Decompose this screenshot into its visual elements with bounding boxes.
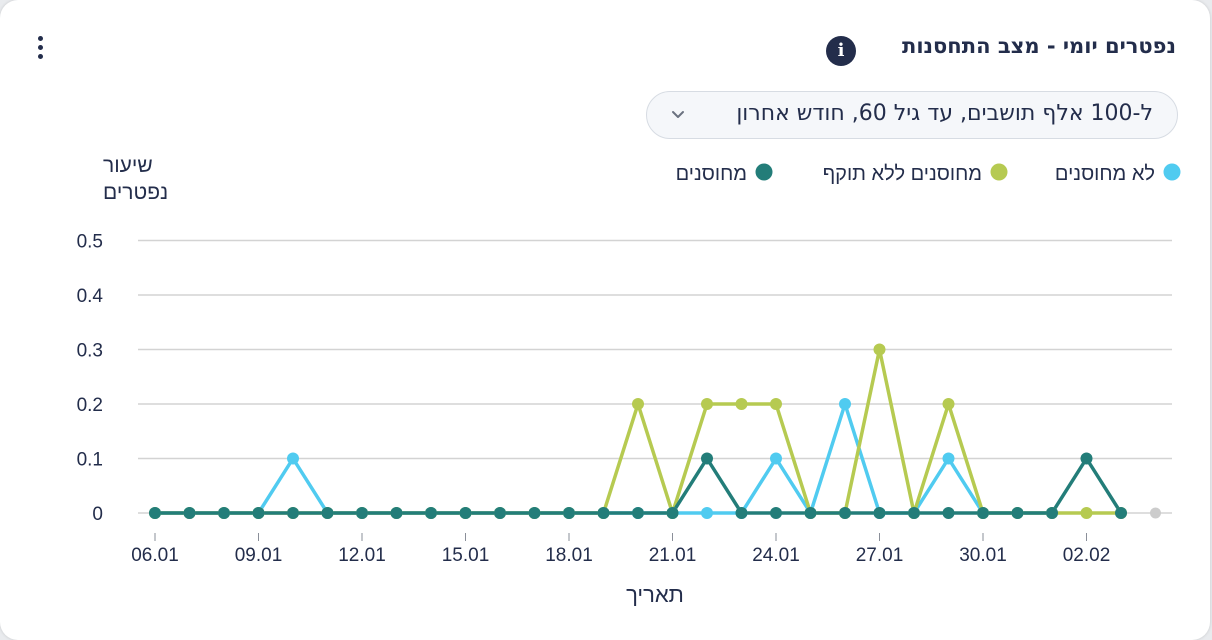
x-tick-label: 27.01 (856, 545, 904, 566)
x-tick-label: 09.01 (235, 545, 283, 566)
data-point-expired[interactable] (942, 398, 955, 410)
data-point-vaccinated[interactable] (735, 507, 748, 519)
y-axis-label: נפטרים (103, 181, 168, 204)
data-point-vaccinated[interactable] (528, 507, 541, 519)
data-point-vaccinated[interactable] (494, 507, 506, 519)
data-point-expired[interactable] (873, 343, 886, 356)
y-tick-label: 0 (92, 504, 103, 525)
y-tick-label: 0.1 (77, 450, 103, 471)
y-axis-label: שיעור (103, 154, 153, 177)
data-point-vaccinated[interactable] (459, 507, 472, 519)
data-point-vaccinated[interactable] (356, 507, 368, 519)
legend-marker-expired (990, 163, 1008, 181)
data-point-vaccinated[interactable] (321, 507, 334, 519)
data-point-vaccinated[interactable] (287, 507, 299, 519)
legend-marker-not_vaccinated (1163, 163, 1181, 181)
data-point-vaccinated[interactable] (563, 507, 575, 519)
data-point-vaccinated[interactable] (183, 507, 196, 519)
data-point-vaccinated[interactable] (1011, 507, 1024, 519)
data-point-expired[interactable] (770, 398, 782, 410)
data-point-expired[interactable] (632, 398, 644, 410)
x-tick-label: 21.01 (649, 545, 697, 566)
filter-select[interactable]: ל-100 אלף תושבים, עד גיל 60, חודש אחרון (646, 91, 1178, 139)
x-tick-label: 18.01 (545, 545, 593, 566)
data-point-vaccinated[interactable] (390, 507, 403, 519)
data-point-vaccinated[interactable] (1115, 507, 1127, 519)
y-tick-label: 0.2 (77, 395, 103, 416)
data-point-not_vaccinated[interactable] (770, 452, 782, 465)
data-point-expired[interactable] (701, 398, 713, 410)
data-point-vaccinated[interactable] (666, 507, 679, 519)
legend-label-not_vaccinated: לא מחוסנים (1055, 163, 1155, 185)
data-point-vaccinated[interactable] (632, 507, 644, 519)
series-line-expired (155, 347, 1121, 515)
data-point-vaccinated[interactable] (908, 507, 920, 519)
data-point-vaccinated[interactable] (597, 507, 610, 519)
chart-title: נפטרים יומי - מצב התחסנות (901, 34, 1176, 58)
x-tick-label: 24.01 (752, 545, 800, 566)
data-point-vaccinated[interactable] (701, 452, 713, 465)
data-point-not_vaccinated[interactable] (942, 452, 955, 465)
y-tick-label: 0.4 (77, 286, 104, 307)
data-point-vaccinated[interactable] (1046, 507, 1058, 519)
legend-marker-vaccinated (755, 163, 773, 181)
data-point-vaccinated[interactable] (149, 507, 161, 519)
kebab-menu-icon[interactable] (30, 34, 50, 62)
info-icon[interactable]: i (826, 36, 856, 66)
data-point-vaccinated[interactable] (839, 507, 851, 519)
x-tick-label: 15.01 (442, 545, 490, 566)
data-point-not_vaccinated[interactable] (839, 398, 851, 410)
legend-label-expired: מחוסנים ללא תוקף (823, 163, 982, 185)
data-point-not_vaccinated[interactable] (287, 452, 299, 465)
x-tick-label: 30.01 (959, 545, 1007, 566)
y-tick-label: 0.5 (77, 232, 103, 253)
x-tick-label: 02.02 (1063, 545, 1111, 566)
data-point-vaccinated[interactable] (942, 507, 955, 519)
filter-select-value: ל-100 אלף תושבים, עד גיל 60, חודש אחרון (736, 101, 1153, 126)
x-axis-label: תאריך (626, 582, 684, 607)
data-point-vaccinated[interactable] (770, 507, 782, 519)
data-point-future[interactable] (1150, 507, 1161, 519)
x-tick-label: 12.01 (338, 545, 386, 566)
data-point-vaccinated[interactable] (218, 507, 230, 519)
y-tick-label: 0.3 (77, 341, 103, 362)
data-point-vaccinated[interactable] (1080, 452, 1093, 465)
line-chart: 0 0.1 0.2 0.3 0.4 0.5 שיעור נפטרים 06.01 09.01 12.… (77, 154, 1181, 607)
data-point-vaccinated[interactable] (804, 507, 817, 519)
data-point-vaccinated[interactable] (873, 507, 886, 519)
data-point-vaccinated[interactable] (252, 507, 265, 519)
legend-label-vaccinated: מחוסנים (676, 163, 747, 185)
data-point-not_vaccinated[interactable] (701, 507, 713, 519)
x-tick-label: 06.01 (131, 545, 179, 566)
data-point-vaccinated[interactable] (977, 507, 989, 519)
data-point-expired[interactable] (1080, 507, 1093, 519)
data-point-vaccinated[interactable] (425, 507, 437, 519)
data-point-expired[interactable] (735, 398, 748, 410)
chevron-down-icon (672, 111, 684, 118)
